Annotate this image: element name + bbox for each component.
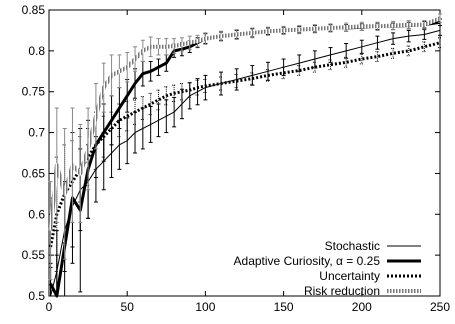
y-tick-label: 0.5 [28,289,45,303]
legend-label-3: Risk reduction [304,284,380,298]
plot-area-frame [48,9,441,297]
x-tick-label: 100 [195,300,215,314]
x-tick-label: 50 [121,300,135,314]
series-2-line [49,41,441,248]
legend-label-2: Uncertainty [319,269,380,283]
y-tick-label: 0.6 [28,207,45,221]
y-tick-label: 0.65 [22,166,46,180]
x-axis: 0 50 100 150 200 250 [46,10,450,314]
y-tick-label: 0.75 [22,85,46,99]
x-tick-label: 0 [46,300,53,314]
y-tick-label: 0.55 [22,248,46,262]
series-3 [48,13,442,281]
y-tick-label: 0.85 [22,3,46,17]
y-axis: 0.5 0.55 0.6 0.65 0.7 0.75 0.8 0.85 [22,3,440,303]
series-0-line [50,29,441,297]
y-tick-label: 0.7 [28,126,45,140]
x-tick-label: 150 [274,300,294,314]
x-tick-label: 250 [430,300,450,314]
series-layer [48,13,442,298]
legend-label-1: Adaptive Curiosity, α = 0.25 [234,254,381,268]
legend-label-0: Stochastic [325,239,380,253]
y-tick-label: 0.8 [28,44,45,58]
series-3-line [48,16,441,231]
x-tick-label: 200 [352,300,372,314]
